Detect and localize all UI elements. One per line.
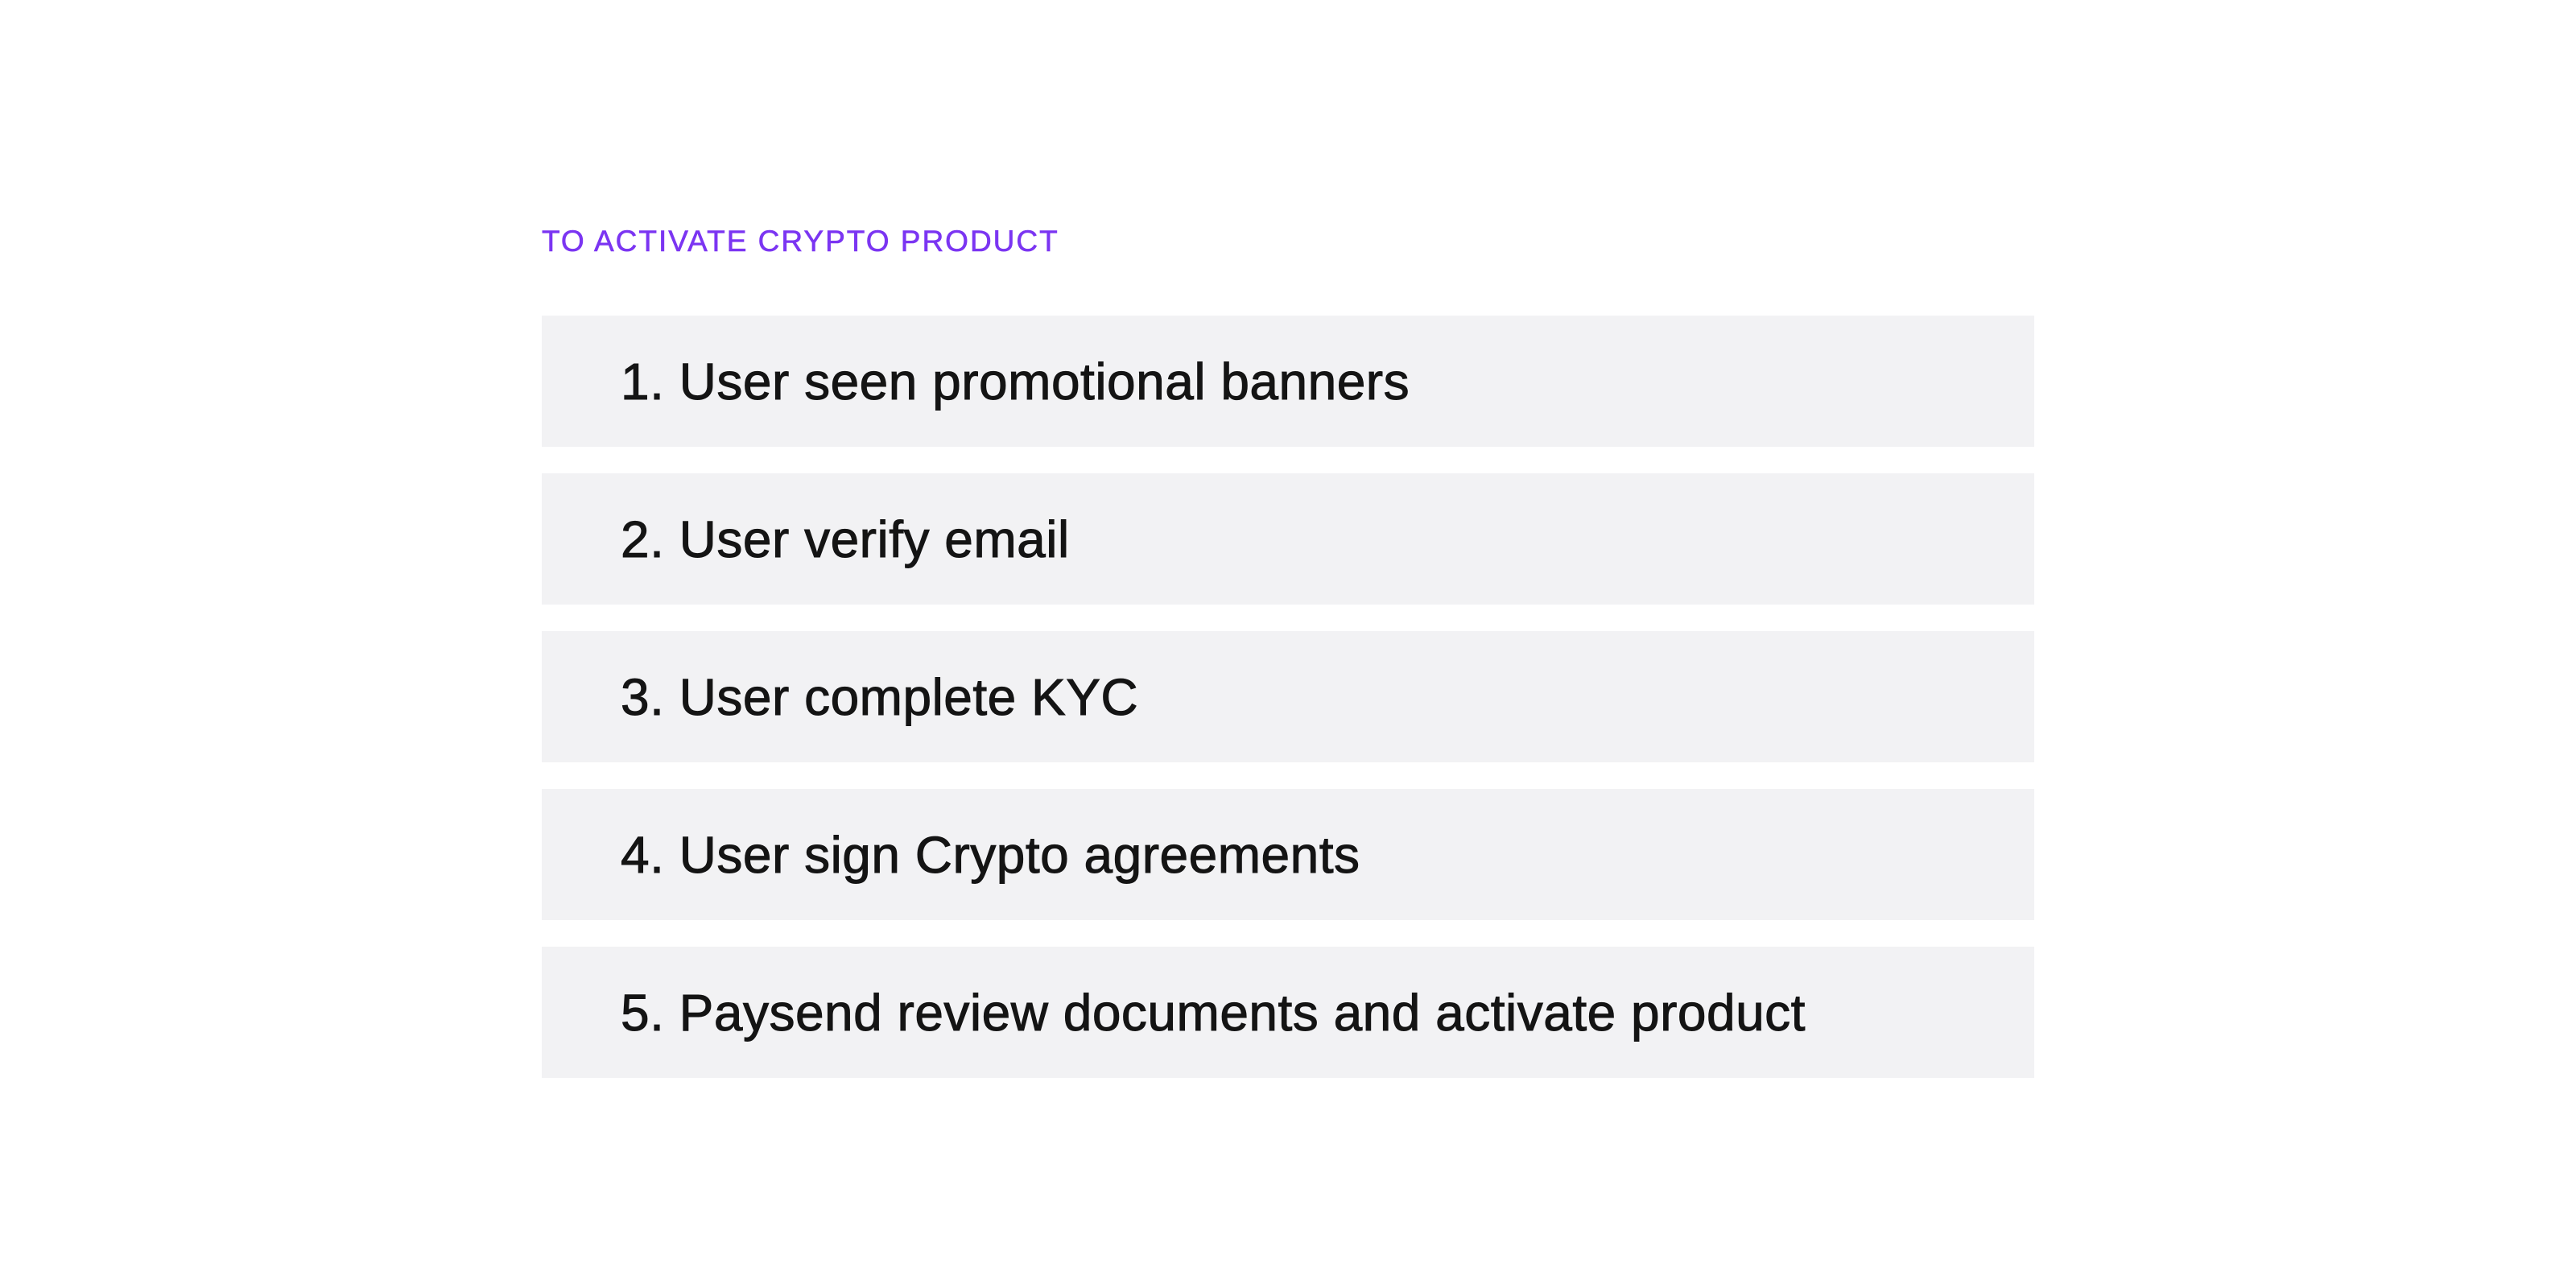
step-item-1: 1. User seen promotional banners [542, 316, 2034, 447]
step-item-4: 4. User sign Crypto agreements [542, 789, 2034, 920]
step-label: 3. User complete KYC [620, 667, 1139, 726]
step-label: 1. User seen promotional banners [620, 352, 1410, 411]
step-label: 2. User verify email [621, 510, 1070, 568]
section-heading: TO ACTIVATE CRYPTO PRODUCT [542, 225, 1059, 258]
step-label: 5. Paysend review documents and activate… [621, 983, 1806, 1042]
step-item-5: 5. Paysend review documents and activate… [542, 947, 2034, 1078]
step-label: 4. User sign Crypto agreements [621, 825, 1360, 884]
steps-list: 1. User seen promotional banners 2. User… [542, 316, 2034, 1104]
step-item-3: 3. User complete KYC [542, 631, 2034, 762]
step-item-2: 2. User verify email [542, 473, 2034, 605]
